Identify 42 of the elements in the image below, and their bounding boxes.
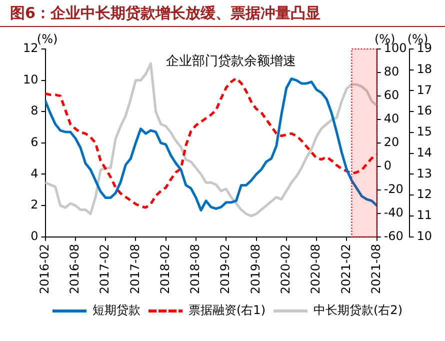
x-tick-label: 2021-08	[368, 244, 383, 294]
y-axis-title: (%)	[36, 32, 58, 46]
x-tick-label: 2017-02	[98, 244, 112, 294]
y2-tick-label: -60	[384, 228, 404, 243]
y3-tick-label: 15	[416, 124, 432, 139]
y-tick-label: 6	[30, 135, 38, 150]
x-tick-label: 2020-02	[278, 244, 293, 294]
y-tick-label: 2	[30, 198, 38, 212]
x-tick-label: 2016-02	[37, 244, 52, 294]
x-tick-label: 2018-02	[158, 244, 172, 294]
y-tick-label: 4	[30, 166, 38, 180]
x-tick-label: 2021-02	[338, 244, 353, 294]
y2-tick-label: -20	[384, 182, 404, 196]
x-tick-label: 2019-08	[248, 244, 262, 294]
x-tick-label: 2016-08	[68, 244, 82, 294]
y3-tick-label: 18	[416, 62, 432, 76]
chart-title: 图6：企业中长期贷款增长放缓、票据冲量凸显	[0, 0, 445, 27]
y3-tick-label: 13	[416, 166, 432, 180]
y-tick-label: 8	[30, 104, 38, 118]
x-tick-label: 2020-08	[308, 244, 323, 294]
y2-tick-label: -40	[384, 206, 404, 220]
chart-subtitle: 企业部门贷款余额增速	[166, 52, 296, 69]
y-tick-label: 0	[30, 228, 38, 243]
y3-tick-label: 12	[416, 187, 432, 202]
y2-tick-label: 80	[384, 64, 400, 79]
x-tick-label: 2018-08	[188, 244, 202, 294]
y2-tick-label: 0	[384, 158, 392, 173]
legend-label: 票据融资(右1)	[188, 303, 266, 318]
y3-tick-label: 17	[416, 82, 432, 97]
y3-tick-label: 10	[416, 228, 432, 243]
y3-tick-label: 16	[416, 104, 432, 118]
y-tick-label: 10	[22, 72, 38, 86]
legend-label: 中长期贷款(右2)	[314, 303, 402, 318]
x-tick-label: 2019-02	[218, 244, 232, 294]
legend-label: 短期贷款	[92, 303, 140, 318]
y2-tick-label: 40	[384, 112, 400, 126]
y2-tick-label: 20	[384, 135, 400, 150]
x-tick-label: 2017-08	[128, 244, 142, 294]
y-tick-label: 12	[22, 41, 38, 56]
y3-tick-label: 14	[416, 145, 432, 160]
y3-tick-label: 11	[416, 208, 432, 222]
y2-tick-label: 60	[384, 88, 400, 102]
